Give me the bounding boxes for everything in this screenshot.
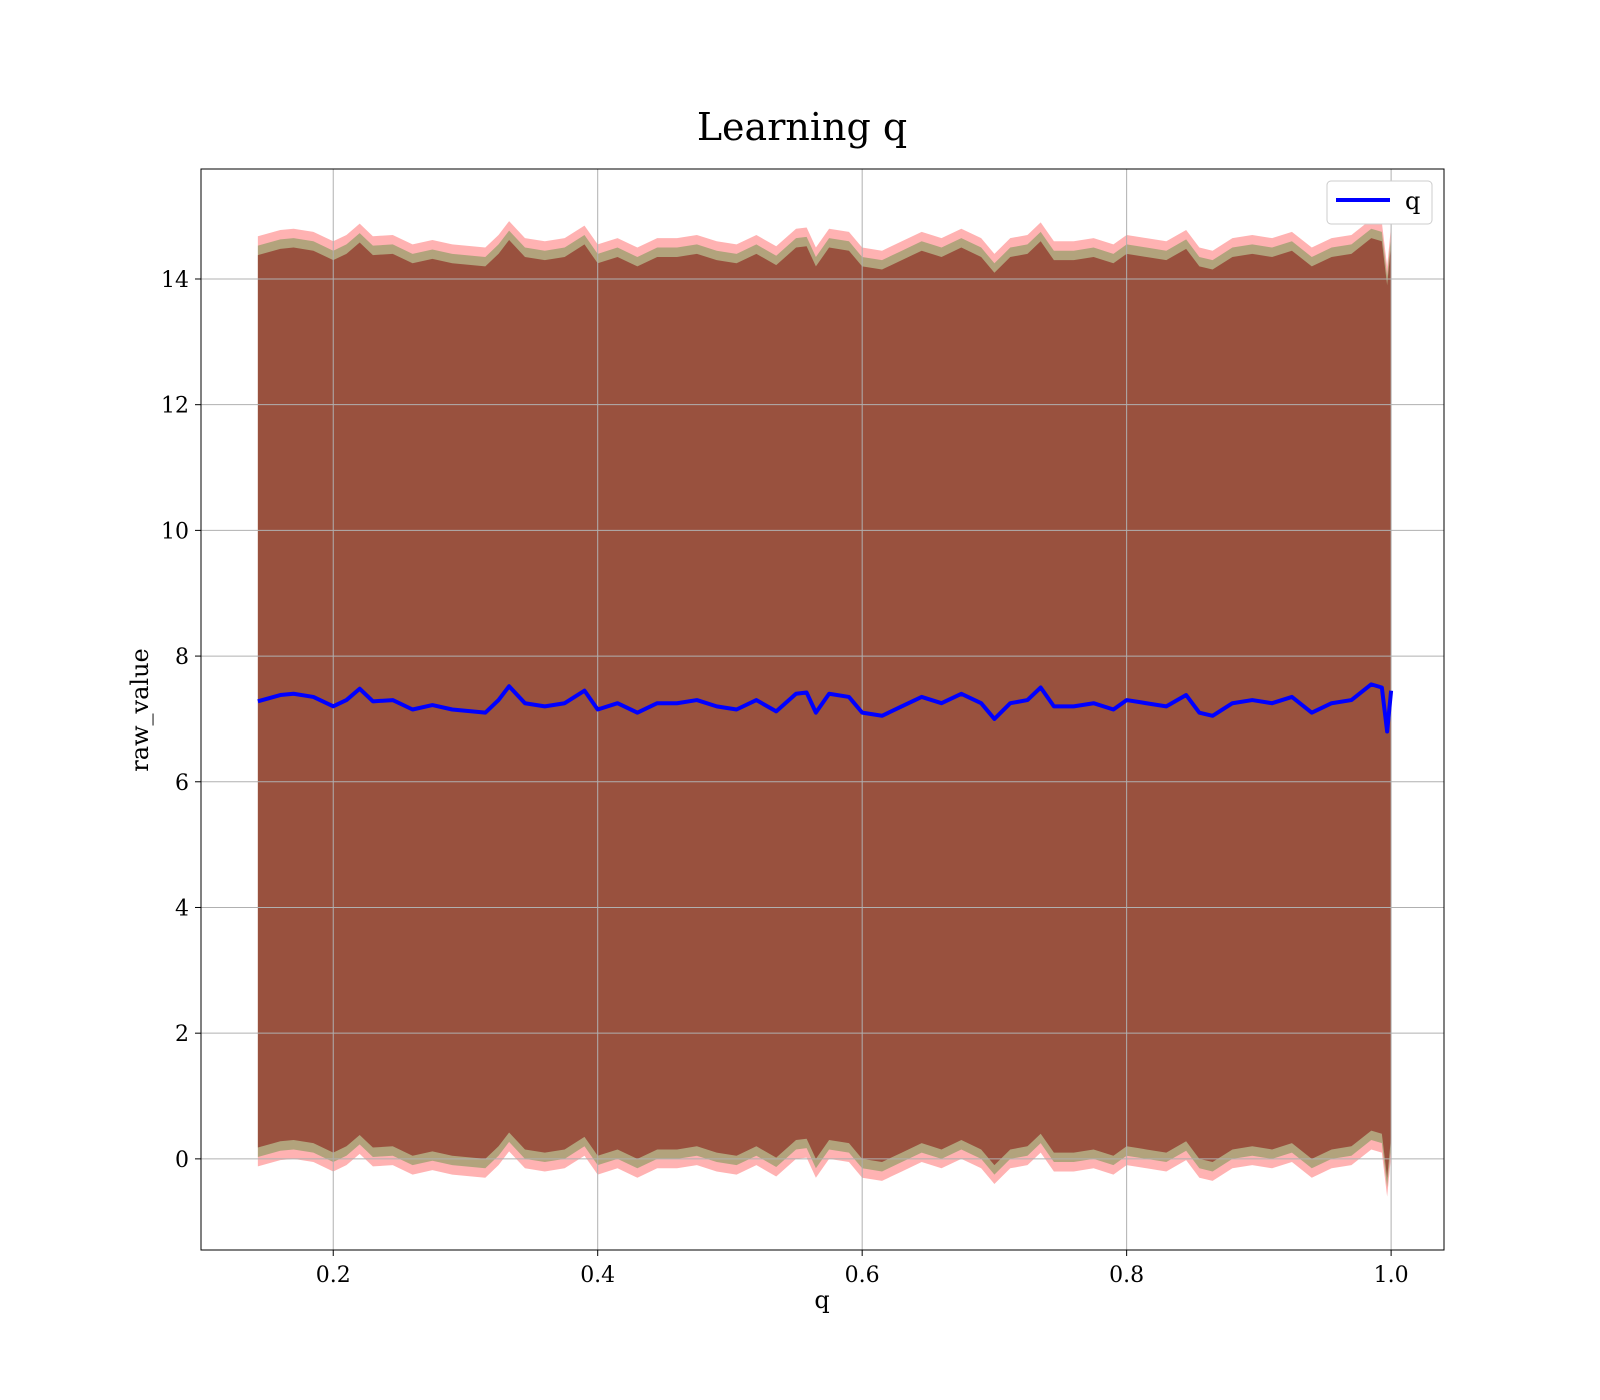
y-tick-label: 14 [161,268,189,293]
legend[interactable]: q [1326,180,1433,225]
y-tick-label: 6 [175,771,189,796]
x-tick-label: 0.8 [1109,1263,1144,1288]
legend-label-q: q [1405,187,1420,215]
band-2 [257,238,1392,1178]
confidence-bands [257,219,1392,1197]
y-tick-label: 2 [175,1022,189,1047]
x-tick-label: 0.2 [316,1263,351,1288]
x-tick-label: 0.4 [580,1263,615,1288]
grid [201,169,1444,1250]
y-tick-label: 8 [175,645,189,670]
legend-box [1326,180,1433,225]
x-tick-label: 1.0 [1374,1263,1409,1288]
y-tick-label: 0 [175,1148,189,1173]
chart-title: Learning q [697,105,907,149]
x-axis-ticks: 0.2 0.4 0.6 0.8 1.0 [316,1250,1409,1288]
plot-frame [200,168,1445,1251]
x-axis-label: q [814,1286,829,1314]
x-tick-label: 0.6 [845,1263,880,1288]
y-axis-ticks: 0 2 4 6 8 10 12 14 [161,268,201,1173]
series-lines [257,682,1394,734]
y-tick-label: 12 [161,394,189,419]
series-line-0 [257,682,1394,734]
y-tick-label: 4 [175,896,189,921]
y-tick-label: 10 [161,519,189,544]
y-axis-label: raw_value [126,648,154,772]
